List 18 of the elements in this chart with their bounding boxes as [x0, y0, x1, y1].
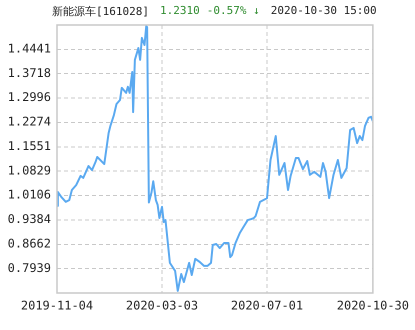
y-tick-label: 0.7939	[8, 260, 51, 275]
y-tick-label: 1.0106	[8, 188, 51, 202]
y-tick-label: 0.8662	[8, 236, 51, 250]
y-tick-label: 1.2274	[8, 114, 51, 129]
x-tick-label: 2020-07-01	[230, 298, 304, 312]
text: 2020-10-30 15:00	[270, 4, 377, 19]
y-tick-label: 0.9384	[8, 212, 51, 226]
text: 1.2310	[160, 4, 200, 19]
y-tick-label: 1.3718	[8, 66, 51, 80]
chart-title: 新能源车[161028]	[52, 4, 149, 20]
y-tick-label: 1.4441	[8, 41, 51, 56]
text: -0.57% ↓	[206, 4, 260, 19]
x-tick-label: 2020-10-30	[336, 298, 409, 312]
y-tick-label: 1.2996	[8, 90, 51, 104]
y-tick-label: 1.1551	[8, 138, 51, 153]
y-tick-label: 1.0829	[8, 163, 51, 178]
x-tick-label: 2020-03-03	[126, 298, 198, 312]
x-tick-label: 2019-11-04	[20, 298, 94, 312]
